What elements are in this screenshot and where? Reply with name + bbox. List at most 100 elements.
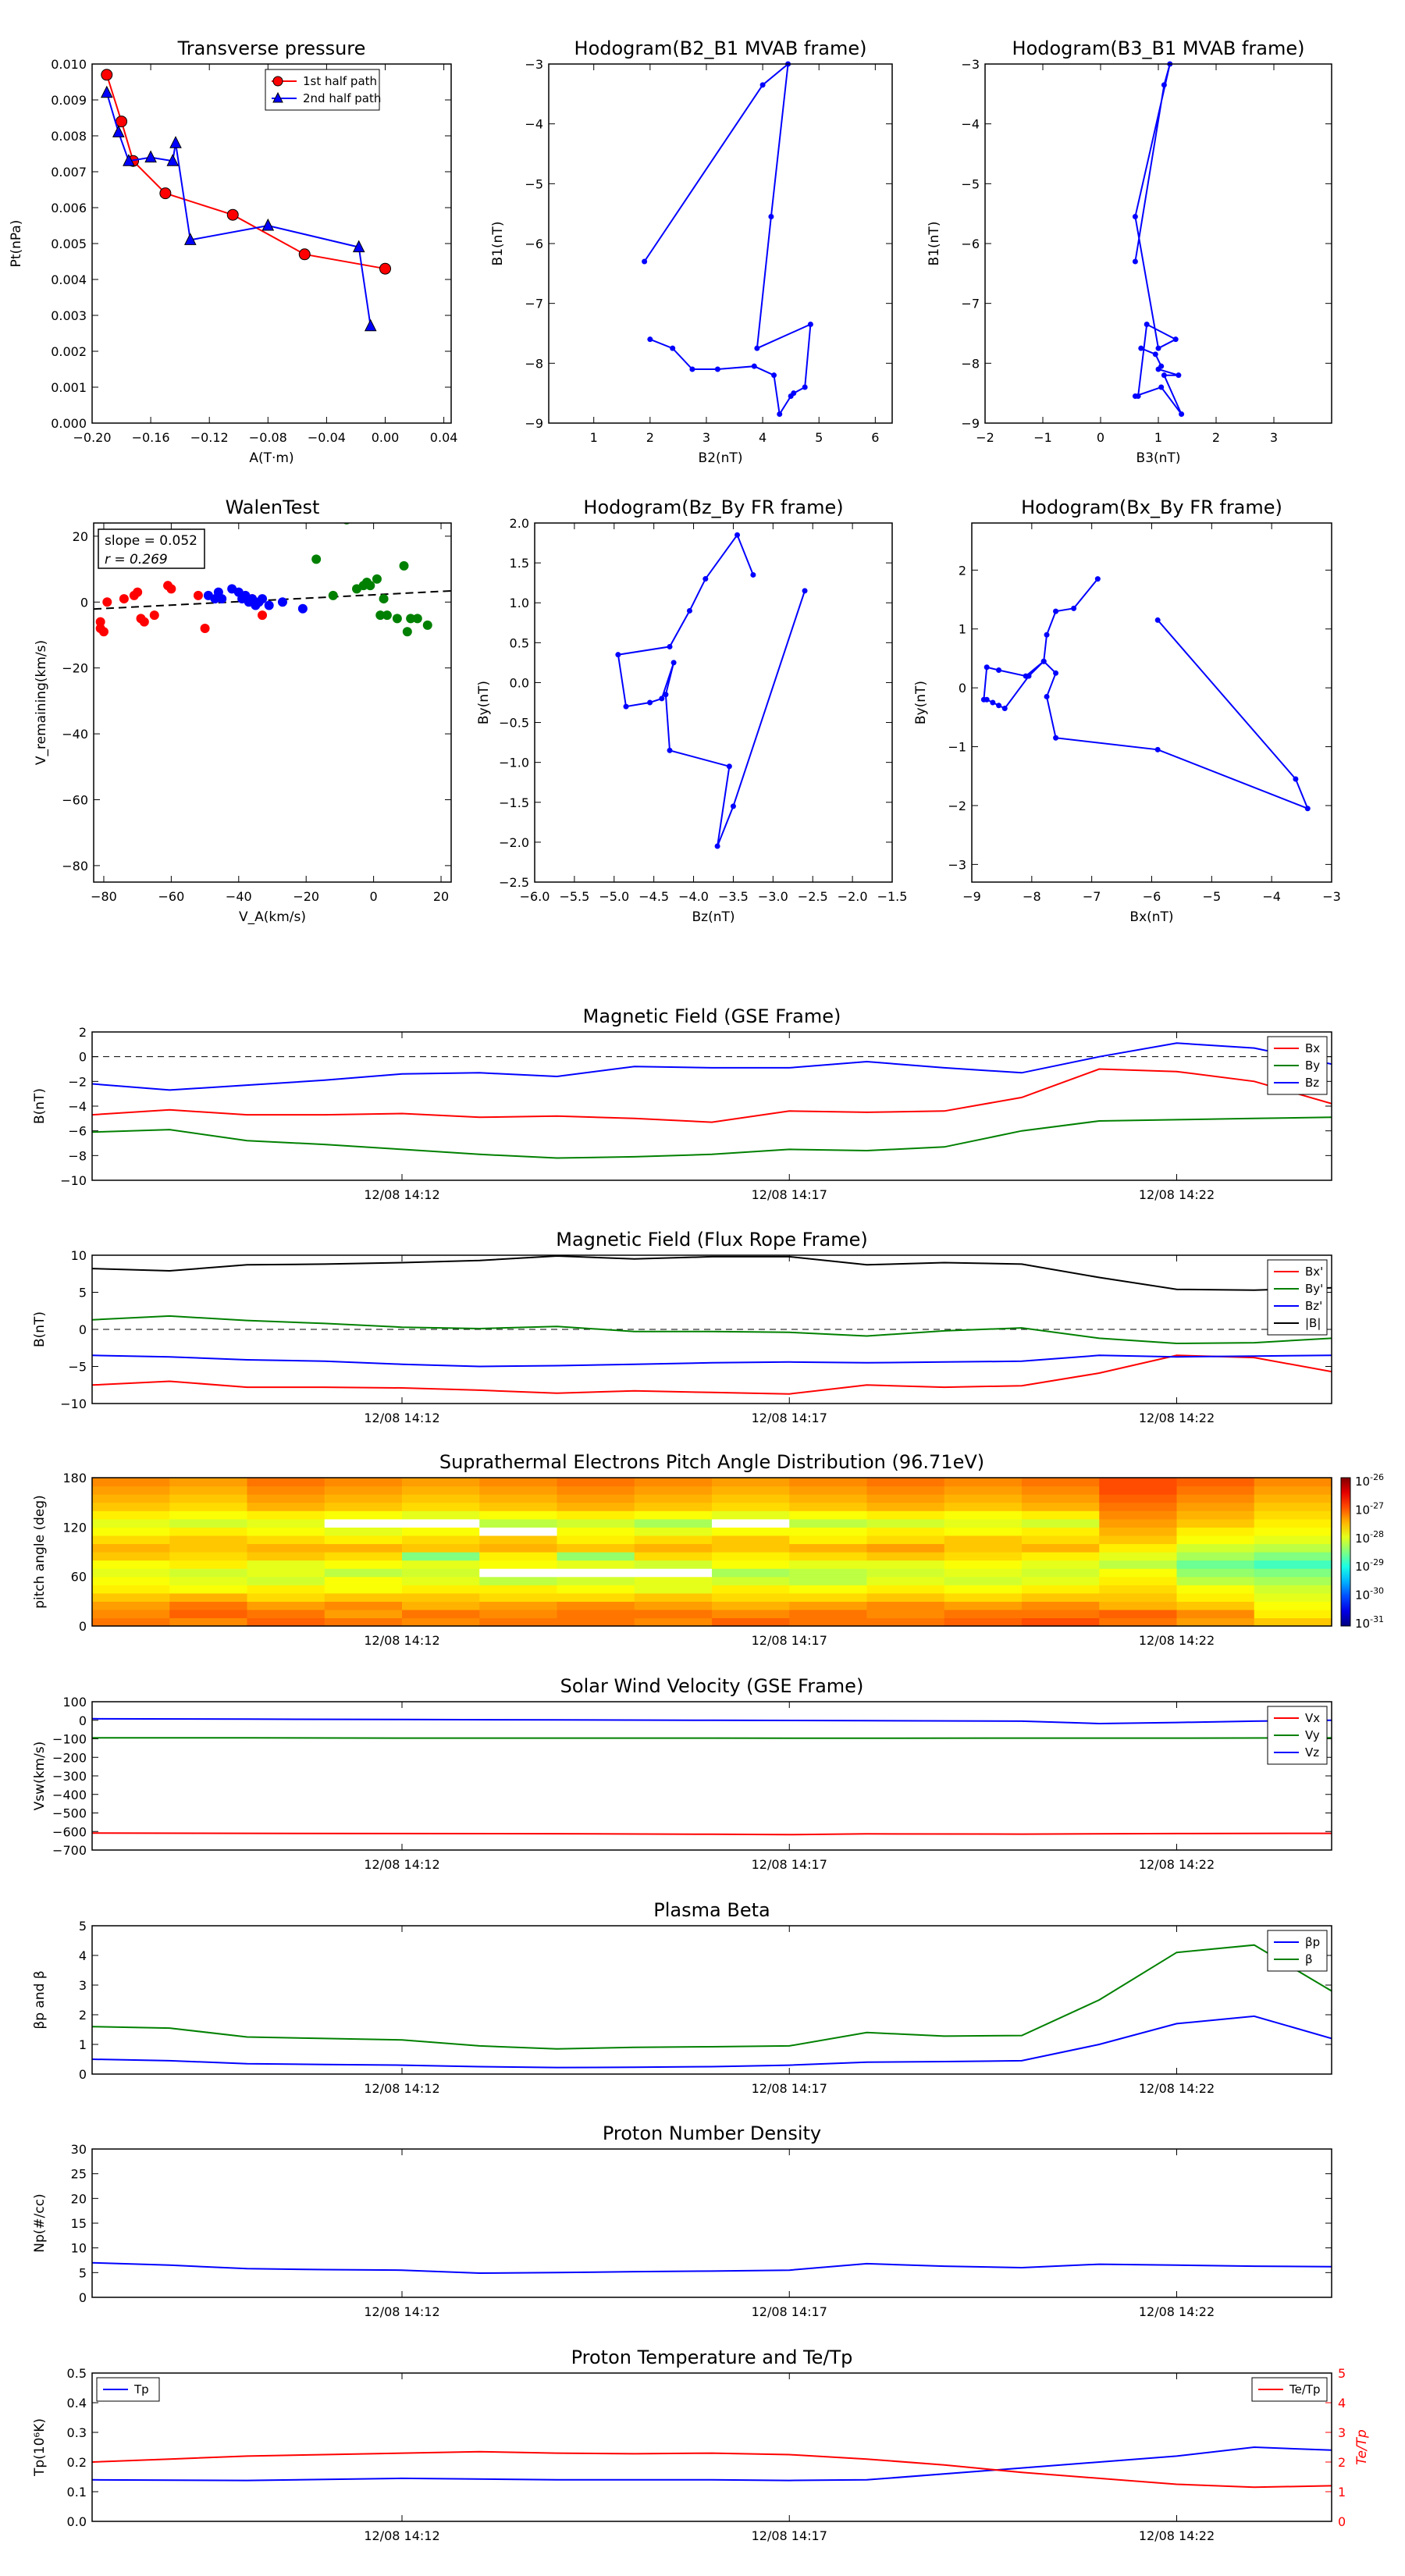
heatmap-cell xyxy=(557,1478,635,1487)
heatmap-cell xyxy=(169,1617,248,1627)
heatmap-cell xyxy=(402,1527,480,1536)
y-tick-label: 1.5 xyxy=(510,556,529,571)
heatmap-cell xyxy=(169,1592,248,1602)
y-tick-label: −9 xyxy=(525,416,543,431)
heatmap-cell xyxy=(634,1601,713,1610)
colorbar-exponent: -30 xyxy=(1370,1586,1384,1596)
data-point xyxy=(1053,670,1059,676)
series-line xyxy=(92,1116,1332,1159)
data-point xyxy=(670,660,677,666)
chart-title: Plasma Beta xyxy=(653,1899,770,1921)
heatmap-cell xyxy=(789,1510,868,1520)
annotation-box xyxy=(98,528,205,569)
x-tick-label: 12/08 14:22 xyxy=(1139,2528,1215,2543)
heatmap-cell xyxy=(169,1552,248,1561)
legend-label: Vx xyxy=(1305,1711,1320,1725)
y-tick-label: −3 xyxy=(525,57,543,72)
data-point xyxy=(258,594,268,604)
chart-beta: Plasma Beta 12/08 14:12 12/08 14:17 12/08 1… xyxy=(32,1899,1332,2096)
heatmap-cell xyxy=(247,1478,325,1487)
heatmap-cell xyxy=(789,1485,868,1495)
x-tick-label: −2 xyxy=(976,430,994,445)
heatmap-cell xyxy=(324,1601,403,1610)
heatmap-cell xyxy=(557,1485,635,1495)
y-tick-label: −4 xyxy=(961,117,980,132)
data-point xyxy=(116,116,128,128)
data-point xyxy=(1152,351,1158,358)
data-point xyxy=(392,614,402,624)
heatmap-cell xyxy=(1022,1535,1100,1545)
heatmap-cell xyxy=(92,1592,170,1602)
heatmap-cell xyxy=(1254,1510,1332,1520)
y-axis-label: Pt(nPa) xyxy=(9,220,24,268)
data-point xyxy=(372,574,382,584)
heatmap-cell xyxy=(92,1502,170,1511)
data-point xyxy=(1154,746,1161,753)
heatmap-cell xyxy=(479,1576,558,1585)
plot-frame xyxy=(548,63,893,424)
heatmap-cell xyxy=(789,1518,868,1528)
colorbar xyxy=(1340,1477,1351,1627)
heatmap-cell xyxy=(1022,1576,1100,1585)
heatmap-cell xyxy=(1254,1552,1332,1561)
chart-walen-test: WalenTest −80 −60 −40 −20 0 20 −80 −60 −40 −20 0 20 V… xyxy=(34,496,452,925)
x-tick-label: 12/08 14:17 xyxy=(752,1187,827,1202)
x-tick-label: 6 xyxy=(871,430,879,445)
heatmap-cell xyxy=(1176,1485,1255,1495)
heatmap-cell xyxy=(1176,1543,1255,1553)
heatmap-cell xyxy=(402,1478,480,1487)
heatmap-cell xyxy=(1099,1568,1178,1578)
heatmap-cell xyxy=(634,1576,713,1585)
x-tick-label: −7 xyxy=(1083,889,1101,904)
data-point xyxy=(133,587,143,597)
heatmap-cell xyxy=(247,1502,325,1511)
heatmap-cell xyxy=(324,1510,403,1520)
heatmap-cell xyxy=(169,1535,248,1545)
y-tick-label: −10 xyxy=(60,1397,87,1411)
data-point xyxy=(768,214,774,219)
heatmap-cell xyxy=(324,1478,403,1487)
data-point xyxy=(984,664,990,671)
x-tick-label: 12/08 14:17 xyxy=(752,2304,827,2319)
chart-proton-temperature: Proton Temperature and Te/Tp 12/08 14:12 1… xyxy=(32,2347,1370,2543)
y-tick-label: 100 xyxy=(62,1695,87,1710)
heatmap-cell xyxy=(92,1609,170,1619)
series-line xyxy=(92,1068,1332,1123)
heatmap-cell xyxy=(324,1552,403,1561)
colorbar-label: 10-26 xyxy=(1355,1472,1384,1489)
y-tick-label: −60 xyxy=(62,792,88,807)
heatmap-cell xyxy=(169,1568,248,1578)
x-tick-label: −6.0 xyxy=(520,889,550,904)
plot-frame xyxy=(93,522,452,883)
heatmap-cell xyxy=(324,1535,403,1545)
y-tick-label: 0 xyxy=(79,1322,87,1337)
heatmap-cell xyxy=(247,1585,325,1594)
colorbar-base: 10 xyxy=(1355,1589,1370,1603)
heatmap-cell xyxy=(712,1535,790,1545)
y-tick-label: −300 xyxy=(52,1769,87,1784)
heatmap-cell xyxy=(789,1560,868,1569)
heatmap-cell xyxy=(479,1617,558,1627)
chart-bfr: Magnetic Field (Flux Rope Frame) 12/08 14… xyxy=(32,1229,1332,1425)
chart-h21: Hodogram(B2_B1 MVAB frame) 1 2 3 4 5 6 −9 −8 −7 −6… xyxy=(490,37,893,466)
series-line xyxy=(643,64,812,417)
legend-label: Te/Tp xyxy=(1289,2382,1321,2396)
y-tick-label: 0.007 xyxy=(51,165,87,180)
y-tick-label: −20 xyxy=(62,661,88,676)
heatmap-cell xyxy=(712,1592,790,1602)
chart-title: Hodogram(Bz_By FR frame) xyxy=(583,496,843,518)
x-axis-label: Bz(nT) xyxy=(692,909,735,925)
heatmap-cell xyxy=(1099,1502,1178,1511)
heatmap-cell xyxy=(866,1502,945,1511)
heatmap-cell xyxy=(1099,1576,1178,1585)
heatmap-cell xyxy=(789,1527,868,1536)
x-tick-label: 5 xyxy=(815,430,823,445)
y-tick-label: 0.002 xyxy=(51,344,87,359)
data-point xyxy=(735,532,741,538)
plot-frame xyxy=(984,63,1332,424)
series-line xyxy=(983,578,1310,810)
heatmap-cell xyxy=(402,1601,480,1610)
y-tick-label: 0.3 xyxy=(67,2425,87,2440)
heatmap-cell xyxy=(1254,1494,1332,1503)
heatmap-cell xyxy=(712,1560,790,1569)
